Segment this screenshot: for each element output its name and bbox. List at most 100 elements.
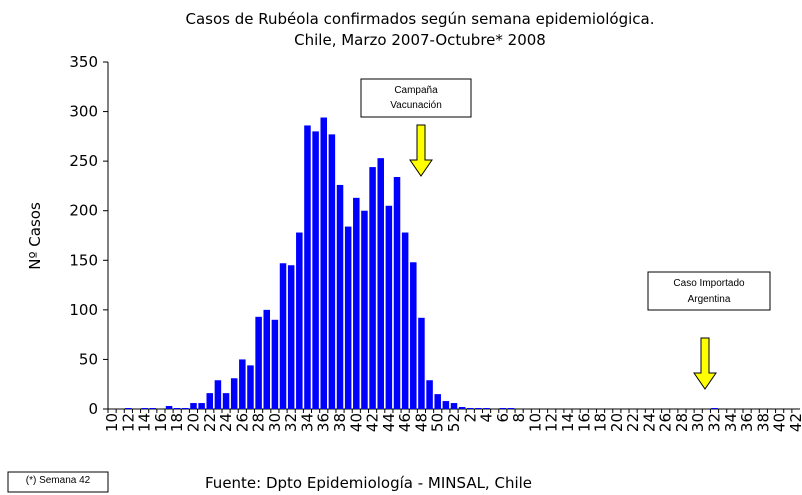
chart-subtitle: Chile, Marzo 2007-Octubre* 2008: [294, 31, 546, 49]
bar: [279, 263, 287, 409]
x-tick-label: 22: [624, 413, 642, 432]
bar: [296, 232, 303, 409]
bar: [336, 184, 344, 409]
annotation-box: [647, 271, 771, 311]
x-tick-label: 40: [771, 413, 789, 432]
x-tick-label: 42: [364, 413, 382, 432]
x-tick-label: 44: [380, 413, 398, 432]
x-tick-label: 42: [787, 413, 802, 432]
bar: [222, 393, 230, 409]
arrow: [409, 124, 433, 177]
x-tick-label: 28: [250, 413, 268, 432]
bar: [401, 232, 409, 409]
x-tick-label: 20: [184, 413, 202, 432]
x-tick-label: 40: [347, 413, 365, 432]
bar: [287, 265, 295, 409]
y-tick-label: 250: [69, 152, 98, 170]
y-axis-label: Nº Casos: [26, 202, 44, 270]
bar: [230, 378, 238, 409]
bar: [173, 408, 181, 409]
x-tick-label: 12: [119, 413, 137, 432]
bar: [312, 131, 319, 409]
annotation: Argentina: [688, 294, 731, 305]
x-tick-label: 30: [689, 413, 707, 432]
x-tick-label: 24: [640, 413, 658, 432]
y-tick-label: 300: [69, 103, 98, 121]
bar: [507, 408, 515, 409]
bar: [344, 226, 352, 409]
annotation: Campaña: [394, 85, 438, 96]
source: Fuente: Dpto Epidemiología - MINSAL, Chi…: [205, 474, 532, 492]
bar: [458, 407, 466, 409]
bar: [182, 408, 189, 409]
y-tick-label: 200: [69, 202, 98, 220]
bar: [247, 365, 254, 409]
annotation-box: [360, 78, 472, 118]
x-tick-label: 14: [559, 413, 577, 432]
x-tick-label: 2: [461, 413, 479, 423]
x-tick-label: 8: [510, 413, 528, 423]
bar: [418, 317, 425, 409]
bar: [353, 197, 360, 409]
bar: [165, 406, 173, 409]
bar: [475, 408, 482, 409]
annotation: Caso Importado: [673, 278, 745, 289]
bar: [149, 408, 157, 409]
bar: [385, 205, 393, 409]
x-tick-label: 38: [331, 413, 349, 432]
annotation: Vacunación: [390, 100, 442, 111]
bar: [328, 134, 336, 410]
y-tick-label: 350: [69, 53, 98, 71]
x-tick-label: 14: [136, 413, 154, 432]
bar: [467, 408, 474, 409]
x-tick-label: 34: [298, 413, 316, 432]
footnote: (*) Semana 42: [26, 475, 91, 486]
x-tick-label: 32: [282, 413, 300, 432]
x-tick-label: 16: [152, 413, 170, 432]
arrow: [693, 337, 717, 390]
bar: [214, 380, 222, 409]
x-tick-label: 28: [673, 413, 691, 432]
x-tick-label: 32: [706, 413, 724, 432]
bar: [711, 408, 718, 409]
x-tick-label: 26: [233, 413, 251, 432]
y-tick-label: 0: [88, 400, 98, 418]
bar: [190, 403, 197, 409]
bar: [263, 309, 271, 409]
x-tick-label: 16: [575, 413, 593, 432]
bar: [304, 125, 311, 410]
x-tick-label: 36: [738, 413, 756, 432]
x-tick-label: 34: [722, 413, 740, 432]
bar: [450, 403, 458, 409]
bar: [426, 380, 433, 409]
x-tick-label: 38: [754, 413, 772, 432]
x-tick-label: 46: [396, 413, 414, 432]
bar: [206, 393, 214, 409]
bar: [271, 319, 279, 409]
chart-title: Casos de Rubéola confirmados según seman…: [186, 10, 655, 28]
x-tick-label: 10: [103, 413, 121, 432]
x-tick-label: 30: [266, 413, 284, 432]
y-tick-label: 100: [69, 301, 98, 319]
x-tick-label: 36: [315, 413, 333, 432]
x-tick-label: 12: [543, 413, 561, 432]
x-tick-label: 4: [478, 413, 496, 423]
bar: [239, 359, 246, 409]
y-tick-label: 150: [69, 251, 98, 269]
x-tick-label: 22: [201, 413, 219, 432]
x-tick-label: 6: [494, 413, 512, 423]
bar: [393, 177, 401, 409]
bar: [125, 408, 132, 409]
bar: [198, 403, 205, 409]
x-tick-label: 48: [412, 413, 430, 432]
bar: [499, 408, 507, 409]
bar: [483, 408, 490, 409]
bar: [369, 167, 376, 409]
x-tick-label: 20: [608, 413, 626, 432]
footnote-box: [7, 471, 109, 493]
x-tick-label: 50: [429, 413, 447, 432]
x-tick-label: 10: [526, 413, 544, 432]
bar: [255, 316, 262, 409]
x-tick-label: 24: [217, 413, 235, 432]
